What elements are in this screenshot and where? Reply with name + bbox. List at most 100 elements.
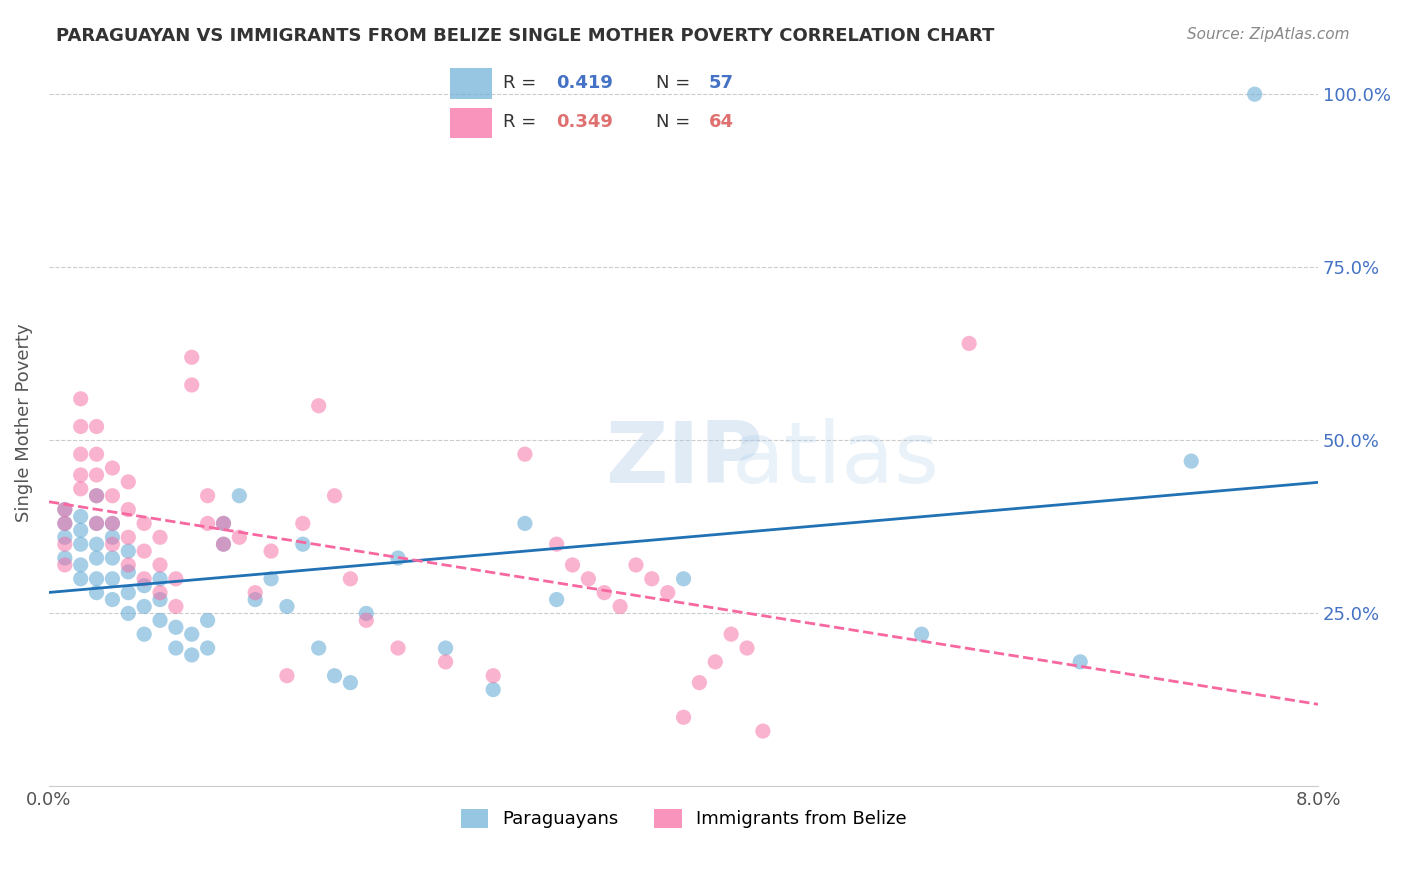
Point [134,516,156,531]
Point [482,669,505,683]
Point [53,502,76,516]
Point [1180,454,1202,468]
Point [212,516,235,531]
Point [53,530,76,544]
Point [704,655,727,669]
Point [910,627,932,641]
Point [117,530,139,544]
Point [735,640,758,655]
Point [356,613,378,627]
Point [149,558,172,572]
Point [609,599,631,614]
Point [117,475,139,489]
Point [197,640,219,655]
Point [387,640,409,655]
Point [117,502,139,516]
Point [86,419,108,434]
Point [387,551,409,566]
Point [228,530,250,544]
Point [197,489,219,503]
Point [117,585,139,599]
Point [434,655,457,669]
Point [69,467,91,482]
Point [86,537,108,551]
Point [86,467,108,482]
Point [546,592,568,607]
Point [356,607,378,621]
Point [291,516,314,531]
Point [720,627,742,641]
Point [180,627,202,641]
Point [101,516,124,531]
Point [276,669,298,683]
Point [339,675,361,690]
Point [149,585,172,599]
Point [308,640,330,655]
Point [134,627,156,641]
Point [69,537,91,551]
Point [149,530,172,544]
Point [657,585,679,599]
Point [308,399,330,413]
Point [101,489,124,503]
Point [165,599,187,614]
Point [86,516,108,531]
Point [323,489,346,503]
Point [69,558,91,572]
Point [245,592,267,607]
Point [672,572,695,586]
Point [180,378,202,392]
Point [53,502,76,516]
Point [53,516,76,531]
Point [165,620,187,634]
Point [1069,655,1091,669]
Point [576,572,599,586]
Point [434,640,457,655]
Point [339,572,361,586]
Point [624,558,647,572]
Point [69,419,91,434]
Point [688,675,710,690]
Point [957,336,980,351]
Text: PARAGUAYAN VS IMMIGRANTS FROM BELIZE SINGLE MOTHER POVERTY CORRELATION CHART: PARAGUAYAN VS IMMIGRANTS FROM BELIZE SIN… [56,27,994,45]
Point [197,516,219,531]
Point [86,447,108,461]
Point [513,516,536,531]
Point [149,592,172,607]
Point [593,585,616,599]
Point [752,724,775,739]
Point [101,572,124,586]
Point [672,710,695,724]
Point [245,585,267,599]
Point [134,544,156,558]
Y-axis label: Single Mother Poverty: Single Mother Poverty [15,324,32,523]
Text: Source: ZipAtlas.com: Source: ZipAtlas.com [1187,27,1350,42]
Point [180,351,202,365]
Point [117,544,139,558]
Point [101,592,124,607]
Point [69,509,91,524]
Point [323,669,346,683]
Point [212,537,235,551]
Point [212,516,235,531]
Point [134,579,156,593]
Point [86,489,108,503]
Point [53,537,76,551]
Point [546,537,568,551]
Point [53,516,76,531]
Point [69,572,91,586]
Text: ZIP: ZIP [605,417,762,501]
Point [101,551,124,566]
Point [53,551,76,566]
Point [276,599,298,614]
Point [165,640,187,655]
Point [1243,87,1265,102]
Point [291,537,314,551]
Point [561,558,583,572]
Point [513,447,536,461]
Point [101,461,124,475]
Point [149,572,172,586]
Point [117,565,139,579]
Point [86,585,108,599]
Point [134,599,156,614]
